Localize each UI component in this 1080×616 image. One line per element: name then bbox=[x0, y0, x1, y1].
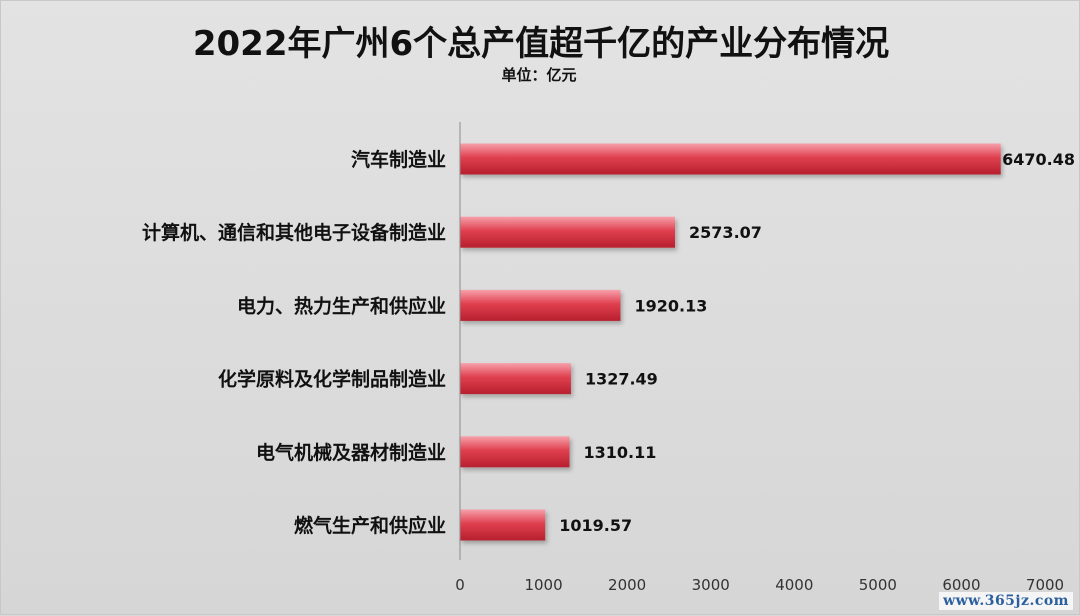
bar-1 bbox=[460, 216, 676, 248]
bar-2 bbox=[460, 289, 621, 321]
value-label-1: 2573.07 bbox=[689, 223, 762, 242]
x-tick-label-7: 7000 bbox=[1026, 576, 1064, 594]
x-tick-label-6: 6000 bbox=[942, 576, 980, 594]
bar-3 bbox=[460, 363, 571, 395]
category-label-4: 电气机械及器材制造业 bbox=[256, 441, 446, 464]
x-tick-label-5: 5000 bbox=[859, 576, 897, 594]
x-tick-label-2: 2000 bbox=[608, 576, 646, 594]
x-axis-ticks: 0 1000 2000 3000 4000 5000 6000 7000 bbox=[455, 576, 1064, 594]
category-label-5: 燃气生产和供应业 bbox=[294, 514, 446, 537]
value-label-2: 1920.13 bbox=[634, 296, 707, 315]
bars-group bbox=[460, 143, 1001, 541]
bar-5 bbox=[460, 509, 546, 541]
category-label-3: 化学原料及化学制品制造业 bbox=[218, 368, 446, 391]
value-labels: 6470.48 2573.07 1920.13 1327.49 1310.11 1019.… bbox=[559, 150, 1075, 535]
chart-subtitle: 单位：亿元 bbox=[501, 66, 576, 84]
category-label-1: 计算机、通信和其他电子设备制造业 bbox=[142, 221, 446, 244]
category-label-0: 汽车制造业 bbox=[351, 148, 446, 171]
value-label-3: 1327.49 bbox=[585, 370, 658, 389]
x-tick-label-4: 4000 bbox=[775, 576, 813, 594]
chart-title: 2022年广州6个总产值超千亿的产业分布情况 bbox=[193, 24, 889, 64]
value-label-5: 1019.57 bbox=[559, 516, 632, 535]
category-labels: 汽车制造业计算机、通信和其他电子设备制造业电力、热力生产和供应业化学原料及化学制… bbox=[142, 148, 446, 537]
x-tick-label-0: 0 bbox=[455, 576, 465, 594]
bar-0 bbox=[460, 143, 1001, 175]
bar-4 bbox=[460, 436, 570, 468]
category-label-2: 电力、热力生产和供应业 bbox=[237, 294, 446, 317]
value-label-0: 6470.48 bbox=[1002, 150, 1075, 169]
x-tick-label-3: 3000 bbox=[692, 576, 730, 594]
value-label-4: 1310.11 bbox=[583, 443, 656, 462]
watermark: www.365jz.com bbox=[939, 592, 1073, 610]
x-tick-label-1: 1000 bbox=[524, 576, 562, 594]
